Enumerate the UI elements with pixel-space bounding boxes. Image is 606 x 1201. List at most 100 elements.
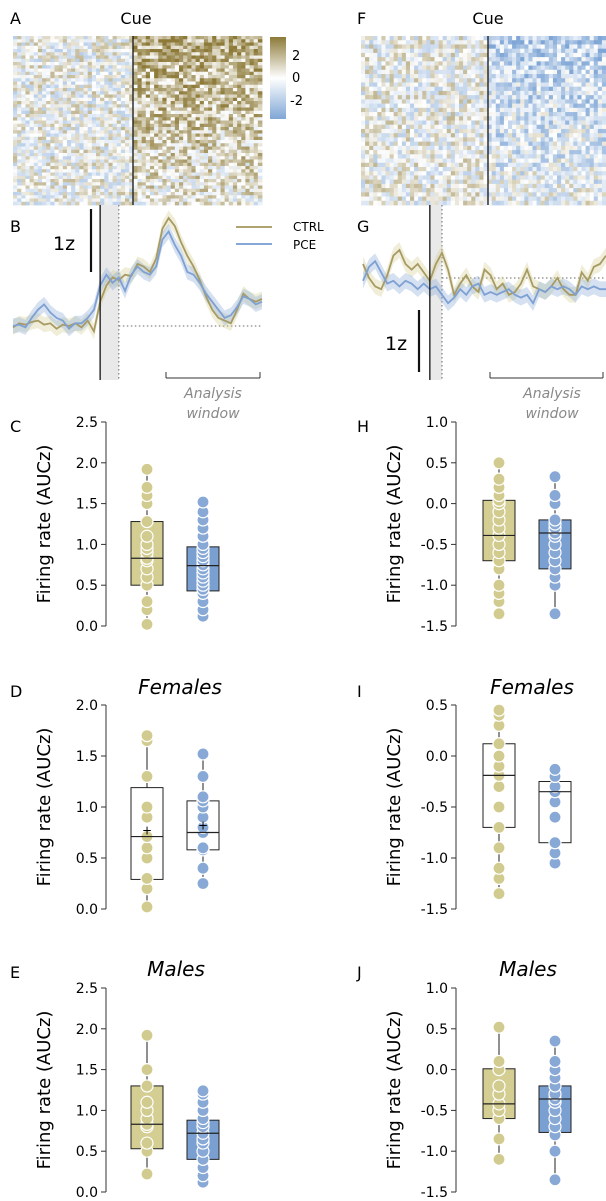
heatmap-cell xyxy=(573,61,578,66)
heatmap-cell xyxy=(162,195,167,199)
heatmap-cell xyxy=(491,107,497,113)
panel-letter-g: G xyxy=(357,217,369,236)
heatmap-cell xyxy=(232,84,238,89)
heatmap-cell xyxy=(524,128,529,134)
heatmap-cell xyxy=(483,82,488,88)
heatmap-cell xyxy=(257,195,263,199)
heatmap-cell xyxy=(224,97,230,102)
heatmap-cell xyxy=(430,162,435,168)
heatmap-cell xyxy=(216,133,221,138)
heatmap-cell xyxy=(369,120,374,126)
heatmap-cell xyxy=(71,45,76,50)
heatmap-cell xyxy=(532,69,537,75)
heatmap-cell xyxy=(120,185,126,190)
heatmap-cell xyxy=(104,75,109,79)
heatmap-cell xyxy=(516,120,521,126)
heatmap-cell xyxy=(253,127,259,131)
heatmap-cell xyxy=(187,182,192,186)
heatmap-cell xyxy=(145,149,151,154)
heatmap-cell xyxy=(13,55,18,60)
heatmap-cell xyxy=(548,145,554,151)
heatmap-cell xyxy=(141,107,147,112)
heatmap-cell xyxy=(37,169,43,173)
heatmap-cell xyxy=(434,162,439,168)
heatmap-cell xyxy=(21,162,26,167)
heatmap-cell xyxy=(544,90,550,96)
heatmap-cell xyxy=(46,78,51,82)
heatmap-cell xyxy=(422,141,427,147)
heatmap-cell xyxy=(154,94,159,99)
heatmap-cell xyxy=(96,52,101,56)
heatmap-cell xyxy=(170,55,176,60)
heatmap-cell xyxy=(369,69,374,75)
heatmap-cell xyxy=(512,112,517,117)
heatmap-cell xyxy=(96,159,101,164)
heatmap-cell xyxy=(422,158,427,164)
heatmap-cell xyxy=(141,175,147,180)
heatmap-cell xyxy=(245,71,250,76)
heatmap-cell xyxy=(54,114,60,118)
heatmap-cell xyxy=(187,198,192,203)
heatmap-cell xyxy=(450,150,456,155)
heatmap-cell xyxy=(66,91,72,95)
heatmap-cell xyxy=(479,95,484,100)
heatmap-cell xyxy=(381,74,386,79)
heatmap-cell xyxy=(528,90,533,96)
heatmap-cell xyxy=(569,137,574,143)
heatmap-cell xyxy=(524,40,529,45)
heatmap-cell xyxy=(203,39,209,43)
heatmap-cell xyxy=(593,99,599,104)
heatmap-cell xyxy=(228,94,234,99)
heatmap-cell xyxy=(166,198,172,203)
heatmap-cell xyxy=(112,84,118,89)
heatmap-cell xyxy=(208,172,213,177)
heatmap-cell xyxy=(75,107,80,112)
heatmap-cell xyxy=(21,84,26,89)
heatmap-cell xyxy=(96,166,101,170)
heatmap-cell xyxy=(50,84,55,89)
heatmap-cell xyxy=(104,127,109,131)
heatmap-cell xyxy=(499,158,505,164)
heatmap-cell xyxy=(512,90,517,96)
heatmap-cell xyxy=(373,166,378,172)
heatmap-cell xyxy=(557,103,562,109)
heatmap-cell xyxy=(520,162,525,168)
heatmap-cell xyxy=(96,104,101,108)
heatmap-cell xyxy=(536,40,542,45)
heatmap-cell xyxy=(129,195,134,199)
heatmap-cell xyxy=(467,44,472,50)
heatmap-cell xyxy=(112,153,118,157)
heatmap-cell xyxy=(42,120,47,125)
heatmap-cell xyxy=(174,101,180,105)
heatmap-cell xyxy=(100,39,105,43)
heatmap-cell xyxy=(245,149,250,154)
heatmap-cell xyxy=(422,52,427,58)
heatmap-cell xyxy=(133,140,138,144)
heatmap-cell xyxy=(585,86,591,92)
heatmap-cell xyxy=(585,150,591,155)
heatmap-cell xyxy=(597,69,603,75)
heatmap-cell xyxy=(75,62,80,66)
heatmap-cell xyxy=(170,36,176,40)
heatmap-cell xyxy=(37,172,43,177)
heatmap-cell xyxy=(405,128,411,134)
heatmap-cell xyxy=(108,52,113,56)
heatmap-cell xyxy=(249,88,255,92)
heatmap-cell xyxy=(50,130,55,134)
heatmap-cell xyxy=(585,52,591,58)
heatmap-cell xyxy=(29,162,35,167)
heatmap-cell xyxy=(50,143,55,147)
heatmap-cell xyxy=(401,69,407,75)
heatmap-cell xyxy=(33,36,39,40)
heatmap-cell xyxy=(561,154,566,159)
heatmap-cell xyxy=(249,192,255,196)
heatmap-cell xyxy=(257,185,263,190)
heatmap-cell xyxy=(104,195,109,199)
heatmap-cell xyxy=(540,82,546,88)
heatmap-cell xyxy=(373,99,378,104)
heatmap-cell xyxy=(17,179,22,183)
heatmap-cell xyxy=(170,127,176,131)
heatmap-cell xyxy=(154,162,159,167)
heatmap-cell xyxy=(141,149,147,154)
heatmap-cell xyxy=(483,145,488,151)
